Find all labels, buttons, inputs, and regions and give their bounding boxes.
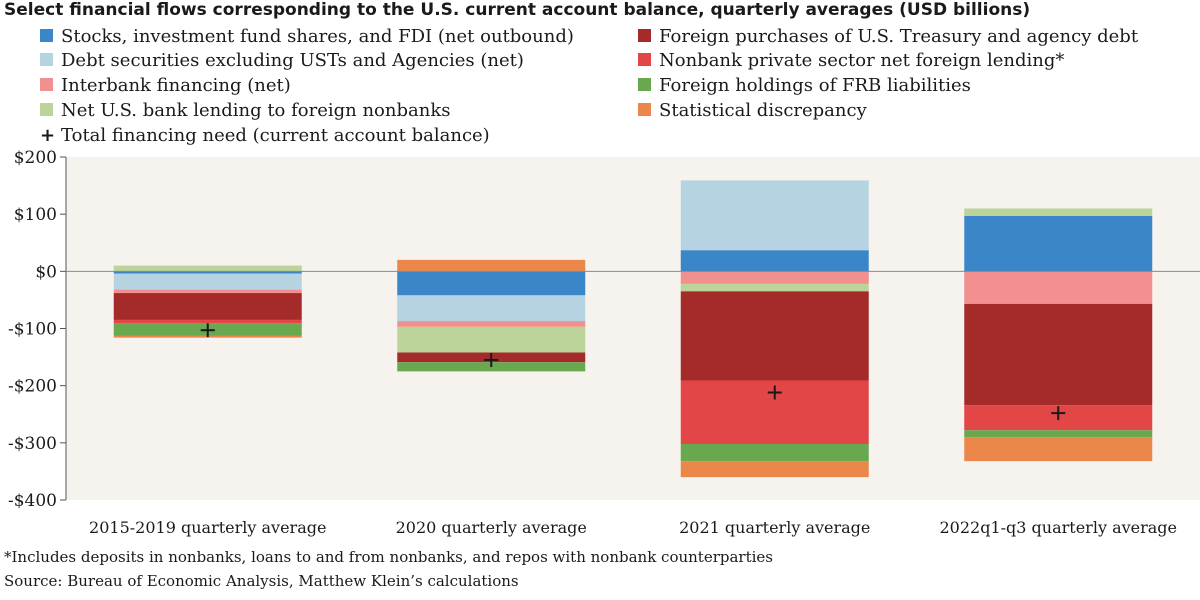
x-category-label: 2020 quarterly average <box>396 518 587 537</box>
legend-label: Stocks, investment fund shares, and FDI … <box>61 26 574 47</box>
legend-swatch <box>40 103 53 116</box>
total-financing-marker <box>1051 406 1066 421</box>
legend-item-discrepancy: Statistical discrepancy <box>638 99 867 123</box>
total-financing-marker <box>767 385 782 400</box>
bar-segment <box>113 271 302 274</box>
legend-label: Foreign holdings of FRB liabilities <box>659 75 971 96</box>
total-financing-marker <box>200 323 215 338</box>
legend-label: Statistical discrepancy <box>659 100 867 121</box>
y-tick-label: -$100 <box>8 320 57 340</box>
y-tick-label: $100 <box>14 205 57 225</box>
bar-segment <box>680 443 869 462</box>
x-axis-labels: 2015-2019 quarterly average 2020 quarterl… <box>89 518 1177 537</box>
legend-swatch <box>40 29 53 42</box>
y-tick-label: -$400 <box>8 491 57 511</box>
legend-label: Nonbank private sector net foreign lendi… <box>659 50 1065 71</box>
source-note: Source: Bureau of Economic Analysis, Mat… <box>4 572 519 590</box>
bar-segment <box>680 461 869 478</box>
bar-segment <box>964 208 1153 216</box>
legend-swatch <box>638 78 651 91</box>
bar-segment <box>113 289 302 294</box>
bar-segment <box>113 273 302 290</box>
legend-label: Debt securities excluding USTs and Agenc… <box>61 50 524 71</box>
legend-item-treasury: Foreign purchases of U.S. Treasury and a… <box>638 25 1138 49</box>
bar-segment <box>964 215 1153 272</box>
y-tick-label: $200 <box>14 148 57 168</box>
bar-segment <box>680 180 869 251</box>
bars-group <box>113 180 1153 478</box>
legend-swatch <box>40 53 53 66</box>
legend-label: Net U.S. bank lending to foreign nonbank… <box>61 100 451 121</box>
bar-segment <box>680 271 869 284</box>
bar-segment <box>680 291 869 381</box>
y-tick-label: $0 <box>35 262 57 282</box>
bar-segment <box>397 271 586 296</box>
x-category-label: 2022q1-q3 quarterly average <box>939 518 1177 537</box>
y-tick-label: -$300 <box>8 434 57 454</box>
legend-swatch <box>638 103 651 116</box>
bar-segment <box>680 283 869 292</box>
total-financing-marker <box>484 352 499 367</box>
bar-segment <box>397 326 586 353</box>
legend-label: Total financing need (current account ba… <box>61 125 490 146</box>
bar-segment <box>964 437 1153 462</box>
bar-segment <box>113 319 302 324</box>
legend-item-stocks: Stocks, investment fund shares, and FDI … <box>40 25 574 49</box>
legend-item-nonbank-lending: Nonbank private sector net foreign lendi… <box>638 49 1064 73</box>
bar-segment <box>397 295 586 322</box>
y-tick-label: -$200 <box>8 377 57 397</box>
legend-swatch <box>638 53 651 66</box>
bar-segment <box>680 250 869 272</box>
bar-segment <box>397 321 586 327</box>
y-axis: $200 $100 $0 -$100 -$200 -$300 -$400 <box>8 148 1200 511</box>
legend-swatch <box>638 29 651 42</box>
legend-swatch <box>40 78 53 91</box>
bar-segment <box>113 265 302 272</box>
chart-title: Select financial flows corresponding to … <box>4 0 1031 20</box>
bar-segment <box>964 271 1153 304</box>
x-category-label: 2021 quarterly average <box>679 518 870 537</box>
bar-segment <box>964 430 1153 438</box>
legend-label: Foreign purchases of U.S. Treasury and a… <box>659 26 1139 47</box>
legend-item-total-financing: + Total financing need (current account b… <box>40 124 490 148</box>
bar-segment <box>964 303 1153 406</box>
legend-item-frb: Foreign holdings of FRB liabilities <box>638 74 971 98</box>
legend-item-interbank: Interbank financing (net) <box>40 74 291 98</box>
plus-icon: + <box>40 125 56 146</box>
bar-segment <box>113 293 302 320</box>
bar-segment <box>397 259 586 272</box>
x-category-label: 2015-2019 quarterly average <box>89 518 326 537</box>
legend-item-debt-securities: Debt securities excluding USTs and Agenc… <box>40 49 524 73</box>
legend-item-bank-lending: Net U.S. bank lending to foreign nonbank… <box>40 99 450 123</box>
footnote: *Includes deposits in nonbanks, loans to… <box>4 548 773 566</box>
legend-label: Interbank financing (net) <box>61 75 291 96</box>
markers-group <box>200 323 1066 421</box>
